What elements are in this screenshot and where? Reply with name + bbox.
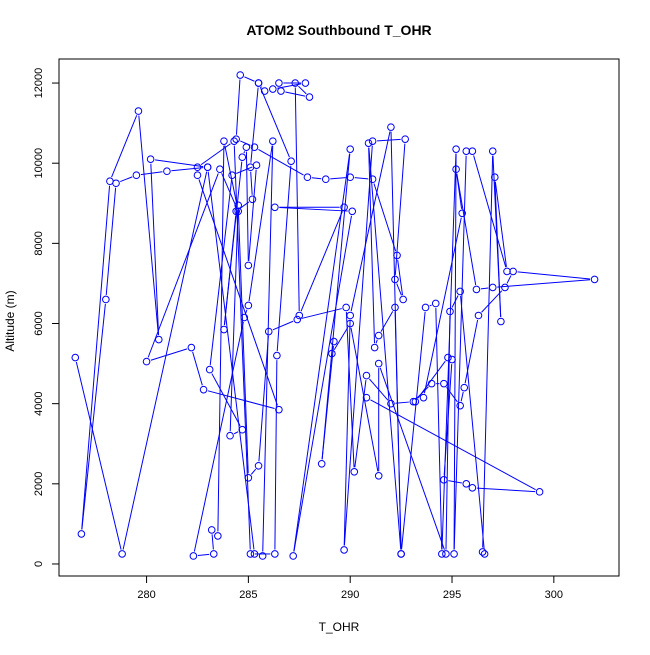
x-tick-label: 285 — [239, 589, 257, 601]
x-tick-label: 290 — [341, 589, 359, 601]
y-axis-label: Altitude (m) — [3, 290, 17, 351]
x-tick-label: 300 — [545, 589, 563, 601]
y-tick-label: 8000 — [33, 231, 45, 255]
series-line-segment — [261, 87, 262, 88]
y-tick-label: 10000 — [33, 148, 45, 179]
y-tick-label: 4000 — [33, 391, 45, 415]
y-tick-label: 12000 — [33, 68, 45, 99]
series-line-segment — [430, 305, 432, 306]
x-axis-label: T_OHR — [319, 620, 360, 634]
series-line-segment — [244, 151, 245, 153]
y-tick-label: 2000 — [33, 472, 45, 496]
y-tick-label: 6000 — [33, 311, 45, 335]
x-tick-label: 280 — [137, 589, 155, 601]
x-tick-label: 295 — [443, 589, 461, 601]
y-tick-label: 0 — [33, 561, 45, 567]
chart-title: ATOM2 Southbound T_OHR — [246, 22, 431, 38]
